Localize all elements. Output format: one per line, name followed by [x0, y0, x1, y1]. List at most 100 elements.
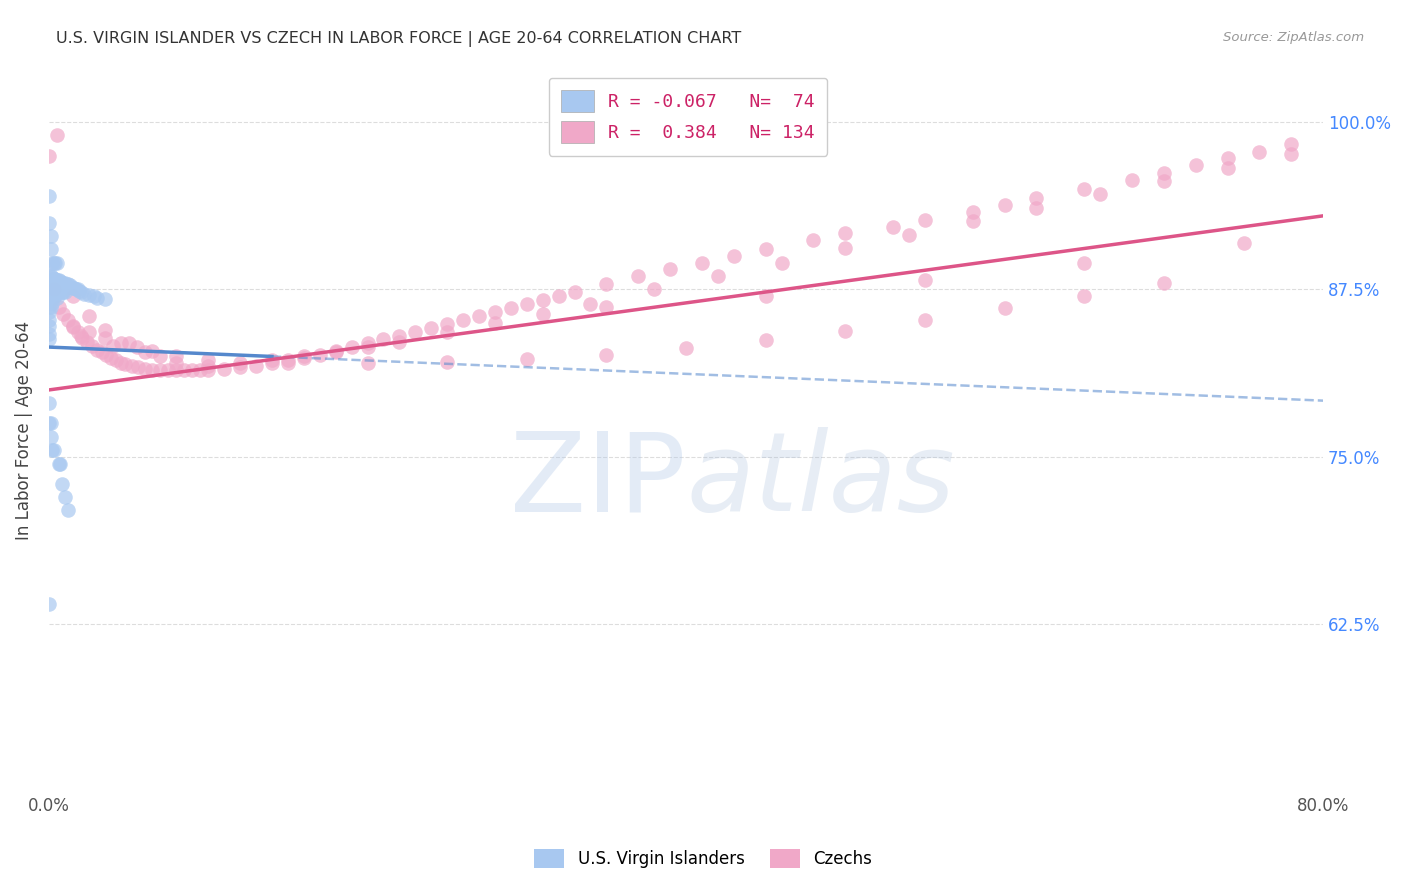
Point — [44, 289, 66, 303]
Point — [770, 256, 793, 270]
Point — [516, 297, 538, 311]
Point — [914, 212, 936, 227]
Point — [436, 318, 458, 332]
Point — [69, 285, 91, 300]
Point — [755, 243, 778, 257]
Point — [149, 363, 172, 377]
Point — [69, 329, 91, 343]
Point — [66, 326, 89, 340]
Point — [595, 348, 617, 362]
Point — [181, 363, 204, 377]
Point — [39, 292, 62, 306]
Point — [53, 276, 76, 290]
Point — [48, 273, 70, 287]
Point — [41, 278, 63, 293]
Point — [834, 241, 856, 255]
Point — [48, 457, 70, 471]
Point — [197, 363, 219, 377]
Point — [48, 283, 70, 297]
Point — [62, 289, 84, 303]
Point — [356, 356, 378, 370]
Point — [292, 350, 315, 364]
Point — [38, 396, 60, 410]
Point — [1025, 191, 1047, 205]
Point — [1088, 187, 1111, 202]
Point — [39, 417, 62, 431]
Point — [165, 356, 187, 370]
Point — [547, 289, 569, 303]
Point — [100, 351, 122, 365]
Point — [80, 339, 103, 353]
Point — [595, 300, 617, 314]
Point — [340, 340, 363, 354]
Point — [914, 273, 936, 287]
Point — [436, 355, 458, 369]
Point — [104, 353, 127, 368]
Point — [38, 597, 60, 611]
Point — [42, 256, 65, 270]
Point — [83, 289, 105, 303]
Point — [77, 288, 100, 302]
Point — [41, 256, 63, 270]
Point — [188, 363, 211, 377]
Point — [277, 356, 299, 370]
Point — [134, 345, 156, 359]
Point — [86, 343, 108, 357]
Point — [45, 256, 67, 270]
Point — [499, 301, 522, 316]
Point — [77, 326, 100, 340]
Point — [141, 363, 163, 377]
Point — [436, 326, 458, 340]
Point — [44, 280, 66, 294]
Point — [723, 249, 745, 263]
Point — [45, 273, 67, 287]
Point — [803, 233, 825, 247]
Point — [531, 293, 554, 308]
Point — [404, 326, 426, 340]
Point — [41, 296, 63, 310]
Point — [1279, 147, 1302, 161]
Point — [1153, 276, 1175, 290]
Y-axis label: In Labor Force | Age 20-64: In Labor Force | Age 20-64 — [15, 320, 32, 540]
Point — [60, 280, 83, 294]
Point — [531, 307, 554, 321]
Point — [962, 214, 984, 228]
Point — [38, 148, 60, 162]
Point — [643, 283, 665, 297]
Point — [914, 313, 936, 327]
Point — [38, 318, 60, 333]
Point — [93, 323, 115, 337]
Point — [1073, 256, 1095, 270]
Point — [388, 334, 411, 349]
Text: atlas: atlas — [686, 427, 955, 534]
Point — [86, 291, 108, 305]
Point — [77, 310, 100, 324]
Point — [1121, 172, 1143, 186]
Point — [229, 360, 252, 375]
Point — [755, 289, 778, 303]
Point — [1184, 158, 1206, 172]
Point — [38, 286, 60, 301]
Point — [93, 331, 115, 345]
Point — [67, 284, 90, 298]
Point — [45, 128, 67, 143]
Point — [56, 277, 79, 292]
Point — [38, 300, 60, 314]
Point — [1073, 182, 1095, 196]
Point — [110, 336, 132, 351]
Point — [627, 269, 650, 284]
Point — [127, 360, 149, 375]
Point — [468, 310, 491, 324]
Point — [38, 215, 60, 229]
Point — [484, 305, 506, 319]
Point — [1232, 235, 1254, 250]
Legend: U.S. Virgin Islanders, Czechs: U.S. Virgin Islanders, Czechs — [527, 843, 879, 875]
Point — [690, 256, 713, 270]
Point — [121, 359, 143, 373]
Point — [325, 344, 347, 359]
Point — [451, 313, 474, 327]
Point — [245, 359, 267, 373]
Point — [755, 334, 778, 348]
Point — [49, 284, 72, 298]
Point — [1249, 145, 1271, 159]
